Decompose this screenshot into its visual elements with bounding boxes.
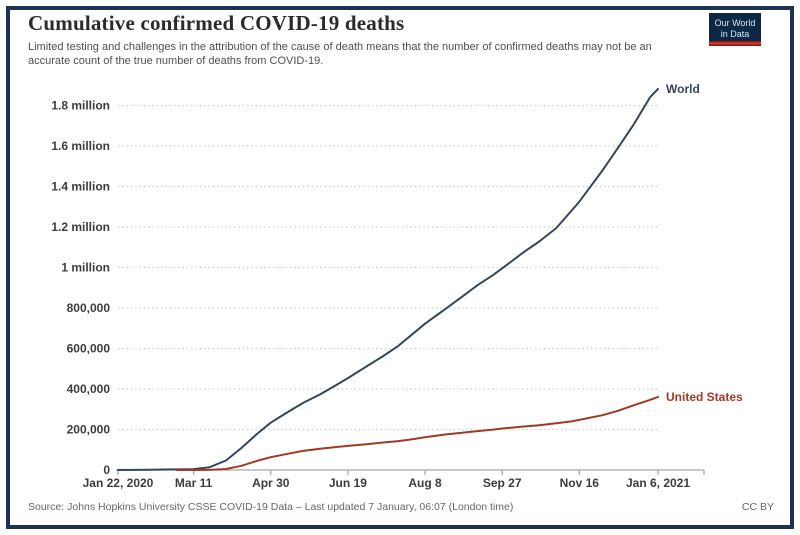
- x-tick-label: Jan 6, 2021: [626, 476, 690, 490]
- series-label-world: World: [666, 82, 700, 96]
- source-note: Source: Johns Hopkins University CSSE CO…: [28, 501, 514, 513]
- x-tick-label: Sep 27: [483, 476, 522, 490]
- x-tick-label: Apr 30: [252, 476, 290, 490]
- owid-logo-line2: in Data: [720, 28, 750, 39]
- y-tick-label: 200,000: [67, 423, 111, 437]
- owid-logo-stripe: [709, 41, 761, 46]
- y-tick-label: 400,000: [67, 382, 111, 396]
- x-tick-label: Jun 19: [329, 476, 367, 490]
- y-tick-label: 0: [103, 463, 110, 477]
- y-tick-label: 800,000: [67, 301, 111, 315]
- x-tick-label: Aug 8: [408, 476, 442, 490]
- owid-logo[interactable]: Our World in Data: [709, 13, 761, 46]
- x-tick-label: Nov 16: [560, 476, 600, 490]
- series-line-united-states[interactable]: [175, 395, 659, 471]
- x-tick-label: Mar 11: [175, 476, 213, 490]
- y-tick-label: 1.2 million: [51, 220, 110, 234]
- y-tick-label: 1.6 million: [51, 139, 110, 153]
- series-label-united-states: United States: [666, 390, 743, 404]
- x-tick-label: Jan 22, 2020: [83, 476, 154, 490]
- chart-title: Cumulative confirmed COVID-19 deaths: [28, 11, 405, 35]
- chart-footer: Source: Johns Hopkins University CSSE CO…: [28, 501, 774, 513]
- chart-subtitle: Limited testing and challenges in the at…: [28, 41, 652, 67]
- y-tick-label: 1.4 million: [51, 180, 110, 194]
- y-tick-label: 600,000: [67, 342, 111, 356]
- owid-logo-line1: Our World: [714, 18, 756, 28]
- y-tick-label: 1.8 million: [51, 99, 110, 113]
- y-tick-label: 1 million: [61, 261, 110, 275]
- license-badge[interactable]: CC BY: [741, 501, 774, 513]
- series-line-world[interactable]: [117, 88, 659, 471]
